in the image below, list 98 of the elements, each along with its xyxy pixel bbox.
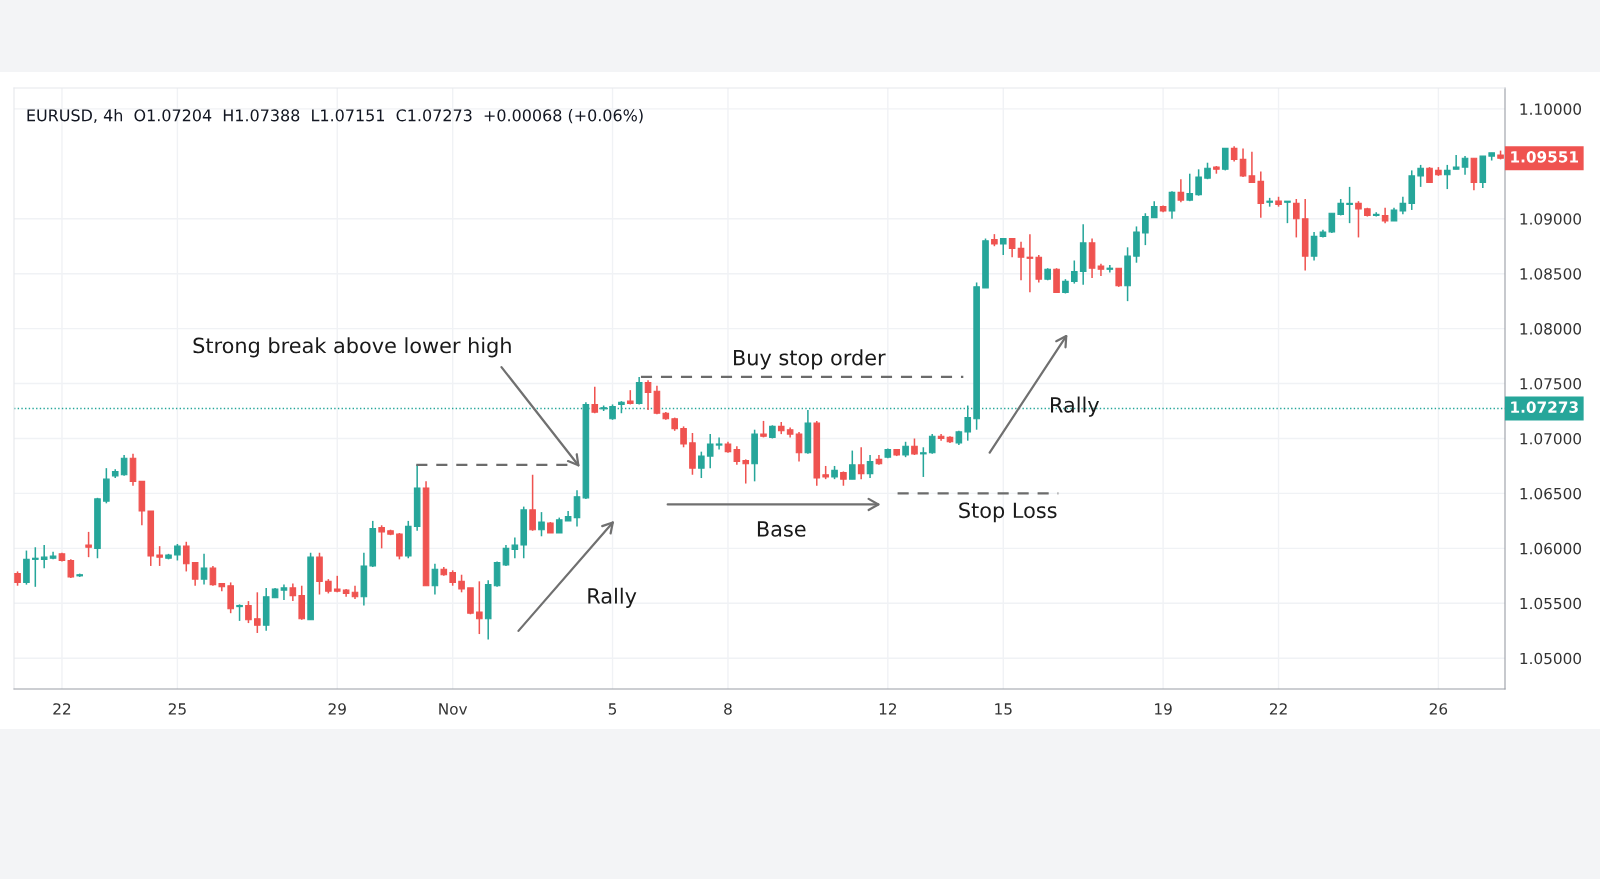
- candlestick: [129, 453, 137, 487]
- text: 1.09551: [1511, 151, 1579, 163]
- candlestick: [245, 600, 252, 624]
- x-tick-label: 15: [995, 703, 1012, 715]
- candlestick: [1284, 200, 1291, 224]
- candlestick: [795, 431, 803, 463]
- candlestick: [1115, 267, 1123, 288]
- annotation: Rally: [1051, 396, 1100, 417]
- candlestick: [1443, 164, 1451, 190]
- x-tick-label: 8: [724, 703, 732, 715]
- candlestick: [191, 561, 199, 587]
- candlestick: [378, 524, 385, 550]
- candlestick: [1070, 259, 1078, 285]
- candlestick: [1142, 212, 1149, 246]
- y-tick-label: 1.05500: [1520, 597, 1582, 610]
- candlestick: [644, 379, 652, 411]
- candlestick: [1461, 155, 1469, 176]
- candlestick: [1346, 186, 1353, 224]
- candlestick: [32, 546, 39, 588]
- candlestick: [120, 454, 128, 477]
- candlestick: [1177, 178, 1185, 204]
- candlestick: [591, 386, 599, 414]
- annotation: Strong break above lower high: [193, 337, 511, 358]
- y-tick-label: 1.06500: [1520, 487, 1582, 500]
- candlestick: [40, 544, 48, 569]
- candlestick: [209, 565, 217, 587]
- x-tick-label: 12: [879, 703, 897, 715]
- candlestick: [1293, 198, 1300, 239]
- candlestick: [920, 446, 927, 478]
- y-tick-label: 1.06000: [1520, 542, 1582, 555]
- candlestick: [227, 581, 234, 614]
- y-tick-label: 1.08500: [1520, 268, 1582, 280]
- x-tick-label: 22: [1269, 703, 1287, 715]
- candlestick: [1106, 264, 1114, 274]
- candlestick: [396, 532, 403, 561]
- annotation: Base: [757, 521, 806, 537]
- candlestick: [964, 404, 972, 442]
- candlestick: [857, 446, 865, 480]
- candlestick: [928, 433, 936, 455]
- candlestick: [493, 560, 501, 588]
- candlestick: [1026, 233, 1034, 294]
- candlestick: [742, 458, 750, 485]
- y-tick-label: 1.07500: [1520, 378, 1582, 390]
- annotation: Stop Loss: [959, 502, 1057, 523]
- candlestick: [156, 545, 163, 567]
- candlestick: [635, 376, 643, 406]
- candlestick: [476, 580, 483, 635]
- candlestick: [1053, 267, 1060, 294]
- candlestick: [1355, 200, 1362, 239]
- candlestick: [182, 541, 190, 573]
- candlestick: [1035, 254, 1043, 284]
- candlestick: [85, 531, 92, 558]
- x-tick-label: 29: [328, 703, 346, 715]
- y-tick-label: 1.08000: [1520, 323, 1582, 335]
- candlestick: [733, 445, 741, 466]
- y-tick-label: 1.10000: [1520, 103, 1582, 115]
- candlestick: [1008, 237, 1016, 258]
- candlestick: [1017, 241, 1025, 282]
- candlestick: [23, 549, 30, 586]
- candlestick: [1310, 231, 1318, 262]
- candlestick: [1239, 147, 1247, 178]
- candlestick: [254, 591, 261, 634]
- candlestick: [706, 433, 714, 469]
- candlestick: [866, 454, 874, 479]
- candlestick: [1452, 154, 1460, 171]
- candlestick: [529, 473, 536, 532]
- candlestick: [1417, 164, 1424, 188]
- candlestick: [333, 575, 341, 594]
- candlestick: [103, 467, 110, 505]
- candlestick: [573, 489, 581, 528]
- candlestick: [715, 436, 723, 451]
- y-tick-label: 1.07000: [1520, 432, 1582, 445]
- y-tick-label: 1.09000: [1520, 213, 1582, 225]
- candlestick: [848, 449, 856, 480]
- candlestick: [653, 384, 661, 416]
- annotation: EURUSD, 4h O1.07204 H1.07388 L1.07151 C1.07273 +0.00068 (+0.06%): [27, 109, 643, 124]
- ref-line-label: 1.07273: [1511, 401, 1578, 413]
- annotation: Buy stop order: [734, 349, 886, 370]
- x-tick-label: 22: [53, 703, 71, 715]
- candlestick: [680, 425, 687, 449]
- x-tick-label: 26: [1429, 703, 1448, 715]
- candlestick: [511, 536, 519, 560]
- candlestick: [1257, 170, 1265, 219]
- candlestick: [1186, 172, 1194, 202]
- candlestick: [298, 584, 306, 621]
- candlestick: [1248, 150, 1256, 184]
- candlestick: [280, 583, 288, 601]
- candlestick: [698, 450, 705, 479]
- candlestick: [200, 553, 208, 586]
- y-tick-label: 1.05000: [1520, 652, 1582, 665]
- x-tick-label: 19: [1155, 703, 1172, 715]
- annotation: Rally: [588, 587, 637, 608]
- candlestick: [1195, 168, 1202, 197]
- candlestick: [1168, 190, 1176, 220]
- x-tick-label: Nov: [439, 703, 468, 715]
- candlestick: [538, 511, 545, 538]
- x-tick-label: 5: [608, 703, 617, 715]
- x-tick-label: 25: [168, 703, 186, 715]
